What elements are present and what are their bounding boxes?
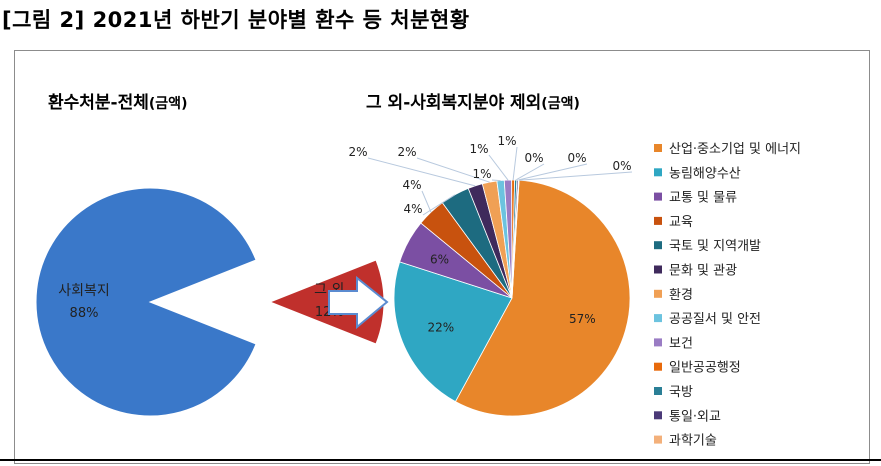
legend-swatch: [654, 241, 662, 250]
legend-swatch: [654, 192, 662, 201]
right-pie-leader-line: [518, 171, 633, 181]
right-pie-leader-line: [517, 163, 588, 181]
legend-swatch: [654, 435, 662, 444]
right-pie-data-label: 22%: [427, 320, 454, 334]
legend-swatch: [654, 314, 662, 323]
right-pie-leader-line: [367, 157, 476, 187]
right-pie-data-label: 1%: [497, 134, 516, 148]
legend-item-label: 교육: [669, 215, 693, 230]
left-chart-title: 환수처분-전체(금액): [48, 93, 187, 113]
legend-swatch: [654, 338, 662, 347]
legend-swatch: [654, 411, 662, 420]
legend-swatch: [654, 265, 662, 274]
legend-item-label: 국방: [669, 385, 693, 400]
left-pie-name-label: 사회복지: [58, 283, 110, 299]
right-pie-leader-line: [488, 154, 509, 181]
right-pie-data-label: 6%: [430, 252, 449, 266]
right-pie-leader-line: [422, 194, 456, 216]
legend-swatch: [654, 216, 662, 225]
right-pie-leader-line: [416, 157, 490, 183]
figure-title: [그림 2] 2021년 하반기 분야별 환수 등 처분현황: [2, 8, 470, 32]
legend-swatch: [654, 168, 662, 177]
right-pie: 57% 22% 6% 4% 4% 2% 2% 1% 1% 1% 0% 0% 0%: [348, 134, 633, 417]
right-pie-data-label: 2%: [348, 145, 367, 159]
legend-item-label: 문화 및 관광: [669, 264, 737, 279]
right-pie-data-label: 2%: [397, 145, 416, 159]
legend-item-label: 농림해양수산: [669, 166, 741, 181]
legend-item-label: 국토 및 지역개발: [669, 239, 761, 254]
right-pie-leader-line: [421, 190, 432, 213]
right-pie-data-label: 0%: [567, 151, 586, 165]
legend-item-label: 공공질서 및 안전: [669, 312, 761, 327]
legend-swatch: [654, 144, 662, 152]
right-pie-data-label: 4%: [403, 202, 422, 216]
legend-swatch: [654, 362, 662, 371]
legend-item-label: 통일·외교: [669, 409, 721, 424]
legend-item-label: 보건: [669, 336, 693, 351]
right-pie-leader-line: [491, 179, 501, 182]
left-pie-value-label: 88%: [70, 306, 99, 321]
legend-item-label: 환경: [669, 288, 693, 303]
bottom-rule: [0, 459, 881, 461]
legend-item-label: 일반공공행정: [669, 360, 741, 376]
right-pie-leader-line: [515, 163, 545, 181]
right-pie-data-label: 0%: [524, 151, 543, 165]
right-pie-data-label: 1%: [472, 167, 491, 181]
right-pie-data-label: 1%: [469, 142, 488, 156]
right-pie-slice-1: [393, 261, 513, 403]
left-pie-slice-0: [35, 187, 257, 417]
right-pie-data-label: 57%: [569, 312, 596, 326]
legend-item-label: 산업·중소기업 및 에너지: [669, 142, 801, 157]
legend-item-label: 과학기술: [669, 434, 717, 449]
legend-item-label: 교통 및 물류: [669, 191, 737, 206]
arrow-icon: [328, 275, 389, 330]
right-pie-slice-0: [454, 179, 631, 417]
legend-swatch: [654, 387, 662, 395]
right-pie-leader-line: [512, 146, 518, 181]
right-pie-data-label: 4%: [402, 178, 421, 192]
right-pie-data-label: 0%: [612, 159, 631, 173]
right-chart-title: 그 외-사회복지분야 제외(금액): [366, 93, 580, 113]
legend-swatch: [654, 289, 662, 298]
